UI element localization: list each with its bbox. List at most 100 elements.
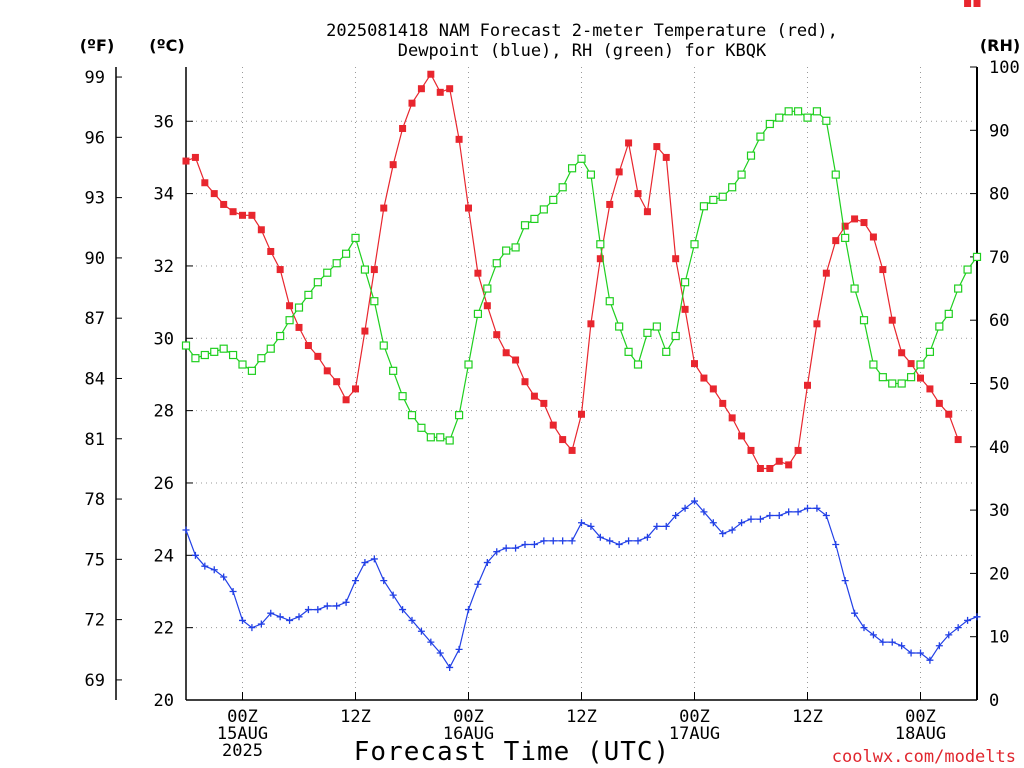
data-point-marker <box>558 183 567 192</box>
data-point-marker <box>653 143 661 151</box>
chart-title-line-2: Dewpoint (blue), RH (green) for KBQK <box>398 41 767 61</box>
data-point-marker <box>652 322 661 331</box>
data-point-marker <box>559 537 567 545</box>
rh-tick-label: 10 <box>989 628 1009 648</box>
x-tick-label: 16AUG <box>443 724 494 744</box>
data-point-marker <box>465 204 472 212</box>
data-point-marker <box>549 537 557 545</box>
fahrenheit-tick-label: 69 <box>85 671 105 691</box>
data-point-marker <box>257 226 265 234</box>
fahrenheit-tick-label: 87 <box>85 309 105 329</box>
data-point-marker <box>493 331 501 339</box>
data-point-marker <box>530 214 539 224</box>
fahrenheit-tick-label: 72 <box>85 611 105 631</box>
data-point-marker <box>813 320 821 328</box>
data-point-marker <box>718 192 727 201</box>
fahrenheit-tick-label: 93 <box>85 189 105 209</box>
data-point-marker <box>897 379 906 388</box>
data-point-marker <box>681 305 689 313</box>
data-point-marker <box>304 606 312 614</box>
data-point-marker <box>313 278 322 287</box>
data-point-marker <box>314 606 322 614</box>
data-point-marker <box>465 606 472 614</box>
celsius-tick-label: 28 <box>154 402 174 422</box>
data-point-marker <box>596 255 604 263</box>
data-point-marker <box>492 259 501 268</box>
data-point-marker <box>474 580 482 588</box>
data-point-marker <box>238 360 247 369</box>
data-point-marker <box>926 656 934 664</box>
x-tick-label: 12Z <box>340 707 371 727</box>
data-point-marker <box>257 354 266 363</box>
celsius-tick-label: 32 <box>154 257 174 277</box>
data-point-marker <box>737 170 746 179</box>
data-point-marker <box>766 512 774 520</box>
data-point-marker <box>671 331 680 341</box>
data-point-marker <box>841 577 849 585</box>
data-point-marker <box>483 284 492 293</box>
data-point-marker <box>719 399 727 407</box>
data-point-marker <box>427 70 435 78</box>
data-point-marker <box>351 233 360 243</box>
data-point-marker <box>699 202 709 211</box>
data-point-marker <box>804 381 811 389</box>
data-point-marker <box>455 135 463 143</box>
data-point-marker <box>181 341 191 350</box>
data-point-marker <box>662 522 670 530</box>
data-point-marker <box>389 366 398 375</box>
series-filled-square <box>182 0 981 473</box>
data-point-marker <box>879 266 887 274</box>
data-point-marker <box>907 360 915 368</box>
data-point-marker <box>210 347 219 356</box>
data-point-marker <box>888 379 897 388</box>
data-point-marker <box>917 649 924 657</box>
data-point-marker <box>511 243 520 252</box>
data-point-marker <box>898 349 906 357</box>
data-point-marker <box>728 526 736 534</box>
data-point-marker <box>972 252 982 261</box>
data-point-marker <box>691 360 698 368</box>
data-point-marker <box>944 309 953 318</box>
x-tick-label: 15AUG <box>217 724 268 744</box>
data-point-marker <box>436 433 445 442</box>
data-point-marker <box>973 0 981 7</box>
celsius-tick-label: 24 <box>154 546 174 566</box>
data-point-marker <box>860 219 868 227</box>
rh-unit-label: (RH) <box>980 36 1020 55</box>
data-point-marker <box>869 631 877 639</box>
data-point-marker <box>427 638 435 646</box>
data-point-marker <box>389 161 397 169</box>
x-tick-label: 00Z <box>679 707 710 727</box>
data-point-marker <box>878 373 887 382</box>
data-point-marker <box>502 544 510 552</box>
celsius-tick-label: 34 <box>154 185 174 205</box>
x-tick-label: 00Z <box>453 707 484 727</box>
data-point-marker <box>559 436 567 444</box>
data-point-marker <box>746 151 756 160</box>
data-point-marker <box>191 153 199 161</box>
data-point-marker <box>276 331 285 341</box>
data-point-marker <box>567 164 577 173</box>
data-point-marker <box>417 85 425 93</box>
data-point-marker <box>361 559 369 567</box>
data-point-marker <box>888 316 896 324</box>
data-point-marker <box>473 309 483 318</box>
rh-tick-label: 50 <box>989 375 1009 395</box>
x-axis-title: Forecast Time (UTC) <box>354 737 670 767</box>
data-point-marker <box>229 587 237 595</box>
data-point-marker <box>945 410 953 418</box>
data-point-marker <box>239 211 246 219</box>
data-point-marker <box>220 200 228 208</box>
data-point-marker <box>596 240 605 249</box>
x-tick-label: 12Z <box>792 707 823 727</box>
data-point-marker <box>700 508 708 516</box>
data-point-marker <box>831 170 840 179</box>
data-point-marker <box>408 99 416 107</box>
data-point-marker <box>672 255 680 263</box>
data-point-marker <box>954 436 962 444</box>
data-point-marker <box>276 266 284 274</box>
data-point-marker <box>859 316 869 325</box>
data-point-marker <box>182 157 190 165</box>
rh-tick-label: 80 <box>989 185 1009 205</box>
